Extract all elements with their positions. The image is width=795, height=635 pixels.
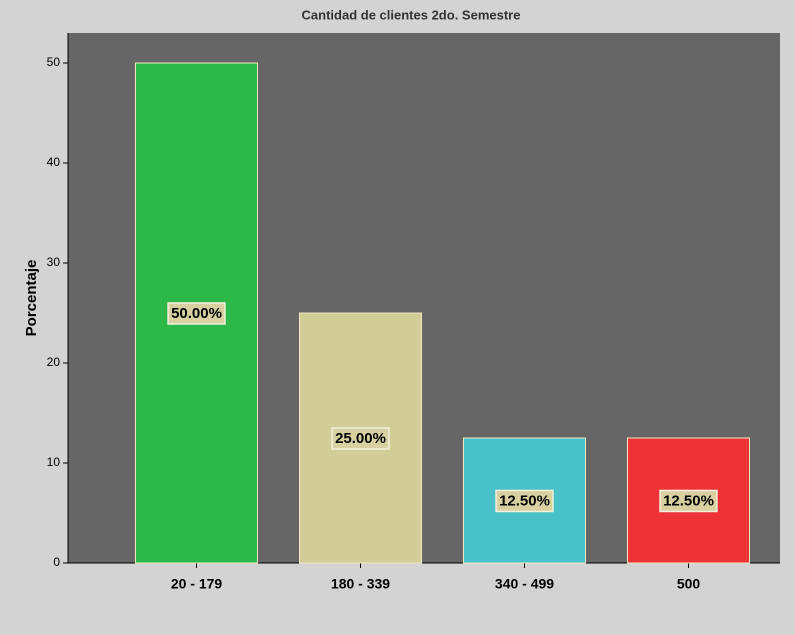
chart-title: Cantidad de clientes 2do. Semestre — [302, 7, 521, 22]
x-tick-label: 340 - 499 — [495, 576, 554, 592]
value-label: 12.50% — [663, 492, 714, 509]
value-label-box — [495, 489, 554, 513]
x-tick-label: 500 — [677, 576, 701, 592]
value-label: 25.00% — [335, 430, 386, 447]
value-label: 50.00% — [171, 305, 222, 322]
value-label-box — [331, 427, 390, 450]
y-tick-label: 50 — [47, 55, 61, 69]
x-tick-label: 20 - 179 — [171, 576, 223, 592]
value-label-box — [659, 489, 718, 513]
y-tick-label: 10 — [47, 455, 61, 469]
y-tick-label: 30 — [47, 255, 61, 269]
y-axis-label: Porcentaje — [23, 260, 40, 337]
y-tick-label: 40 — [47, 155, 61, 169]
x-tick-label: 180 - 339 — [331, 576, 390, 592]
y-tick-label: 0 — [53, 555, 60, 569]
value-label: 12.50% — [499, 492, 550, 509]
value-label-box — [167, 302, 226, 325]
y-tick-label: 20 — [47, 355, 61, 369]
